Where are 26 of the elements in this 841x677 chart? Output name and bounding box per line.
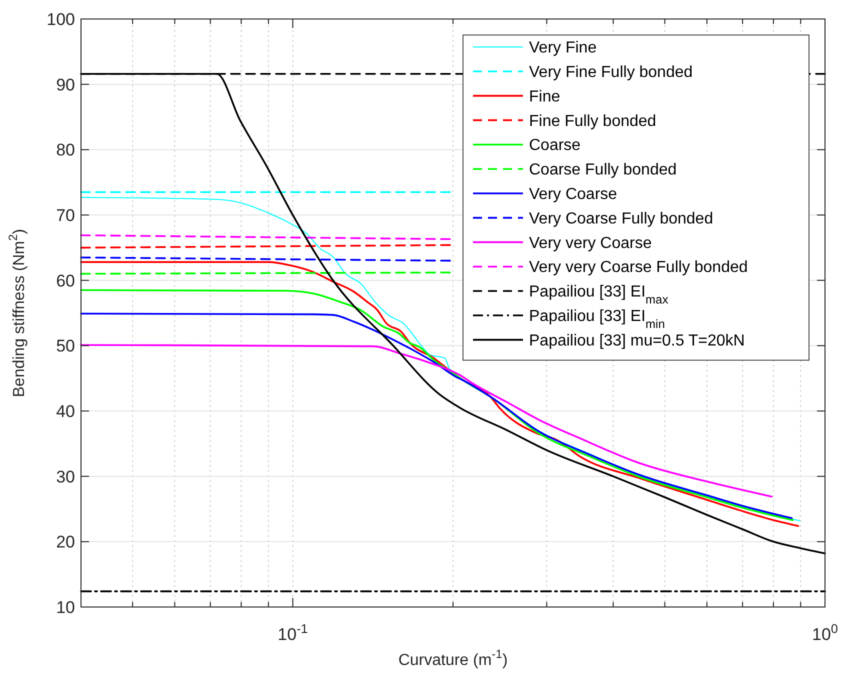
x-tick-label: 10$^{0}$ bbox=[812, 620, 838, 644]
legend-label: Very very Coarse Fully bonded bbox=[529, 259, 748, 276]
y-tick-label: 70 bbox=[56, 206, 75, 225]
legend-label: Very Fine Fully bonded bbox=[529, 64, 693, 81]
y-tick-label: 80 bbox=[56, 140, 75, 160]
y-tick-label: 10 bbox=[56, 598, 75, 617]
y-tick-label: 20 bbox=[56, 532, 75, 552]
y-tick-label: 30 bbox=[56, 467, 75, 486]
legend-label: Coarse bbox=[529, 137, 581, 154]
legend-label: Papailiou [33] EI$_{max}$ bbox=[529, 284, 668, 307]
legend-label: Very very Coarse bbox=[529, 234, 652, 252]
legend-label: Very Coarse Fully bonded bbox=[529, 210, 714, 228]
legend-label: Fine Fully bonded bbox=[529, 112, 656, 130]
y-tick-label: 50 bbox=[56, 336, 75, 356]
legend-label: Papailiou [33] EI$_{min}$ bbox=[529, 308, 665, 331]
x-tick-label: 10$^{-1}$ bbox=[278, 620, 308, 644]
legend-label: Very Coarse bbox=[529, 186, 618, 203]
y-tick-label: 100 bbox=[46, 10, 75, 29]
legend-label: Fine bbox=[529, 88, 560, 106]
y-tick-label: 60 bbox=[56, 271, 75, 290]
y-tick-label: 40 bbox=[56, 402, 75, 421]
legend-label: Very Fine bbox=[529, 40, 597, 57]
x-axis-title: Curvature (m$^{-1}$) bbox=[398, 647, 508, 669]
legend-label: Papailiou [33] mu=0.5 T=20kN bbox=[529, 332, 745, 350]
legend-label: Coarse Fully bonded bbox=[529, 162, 677, 179]
y-tick-label: 90 bbox=[56, 75, 75, 94]
